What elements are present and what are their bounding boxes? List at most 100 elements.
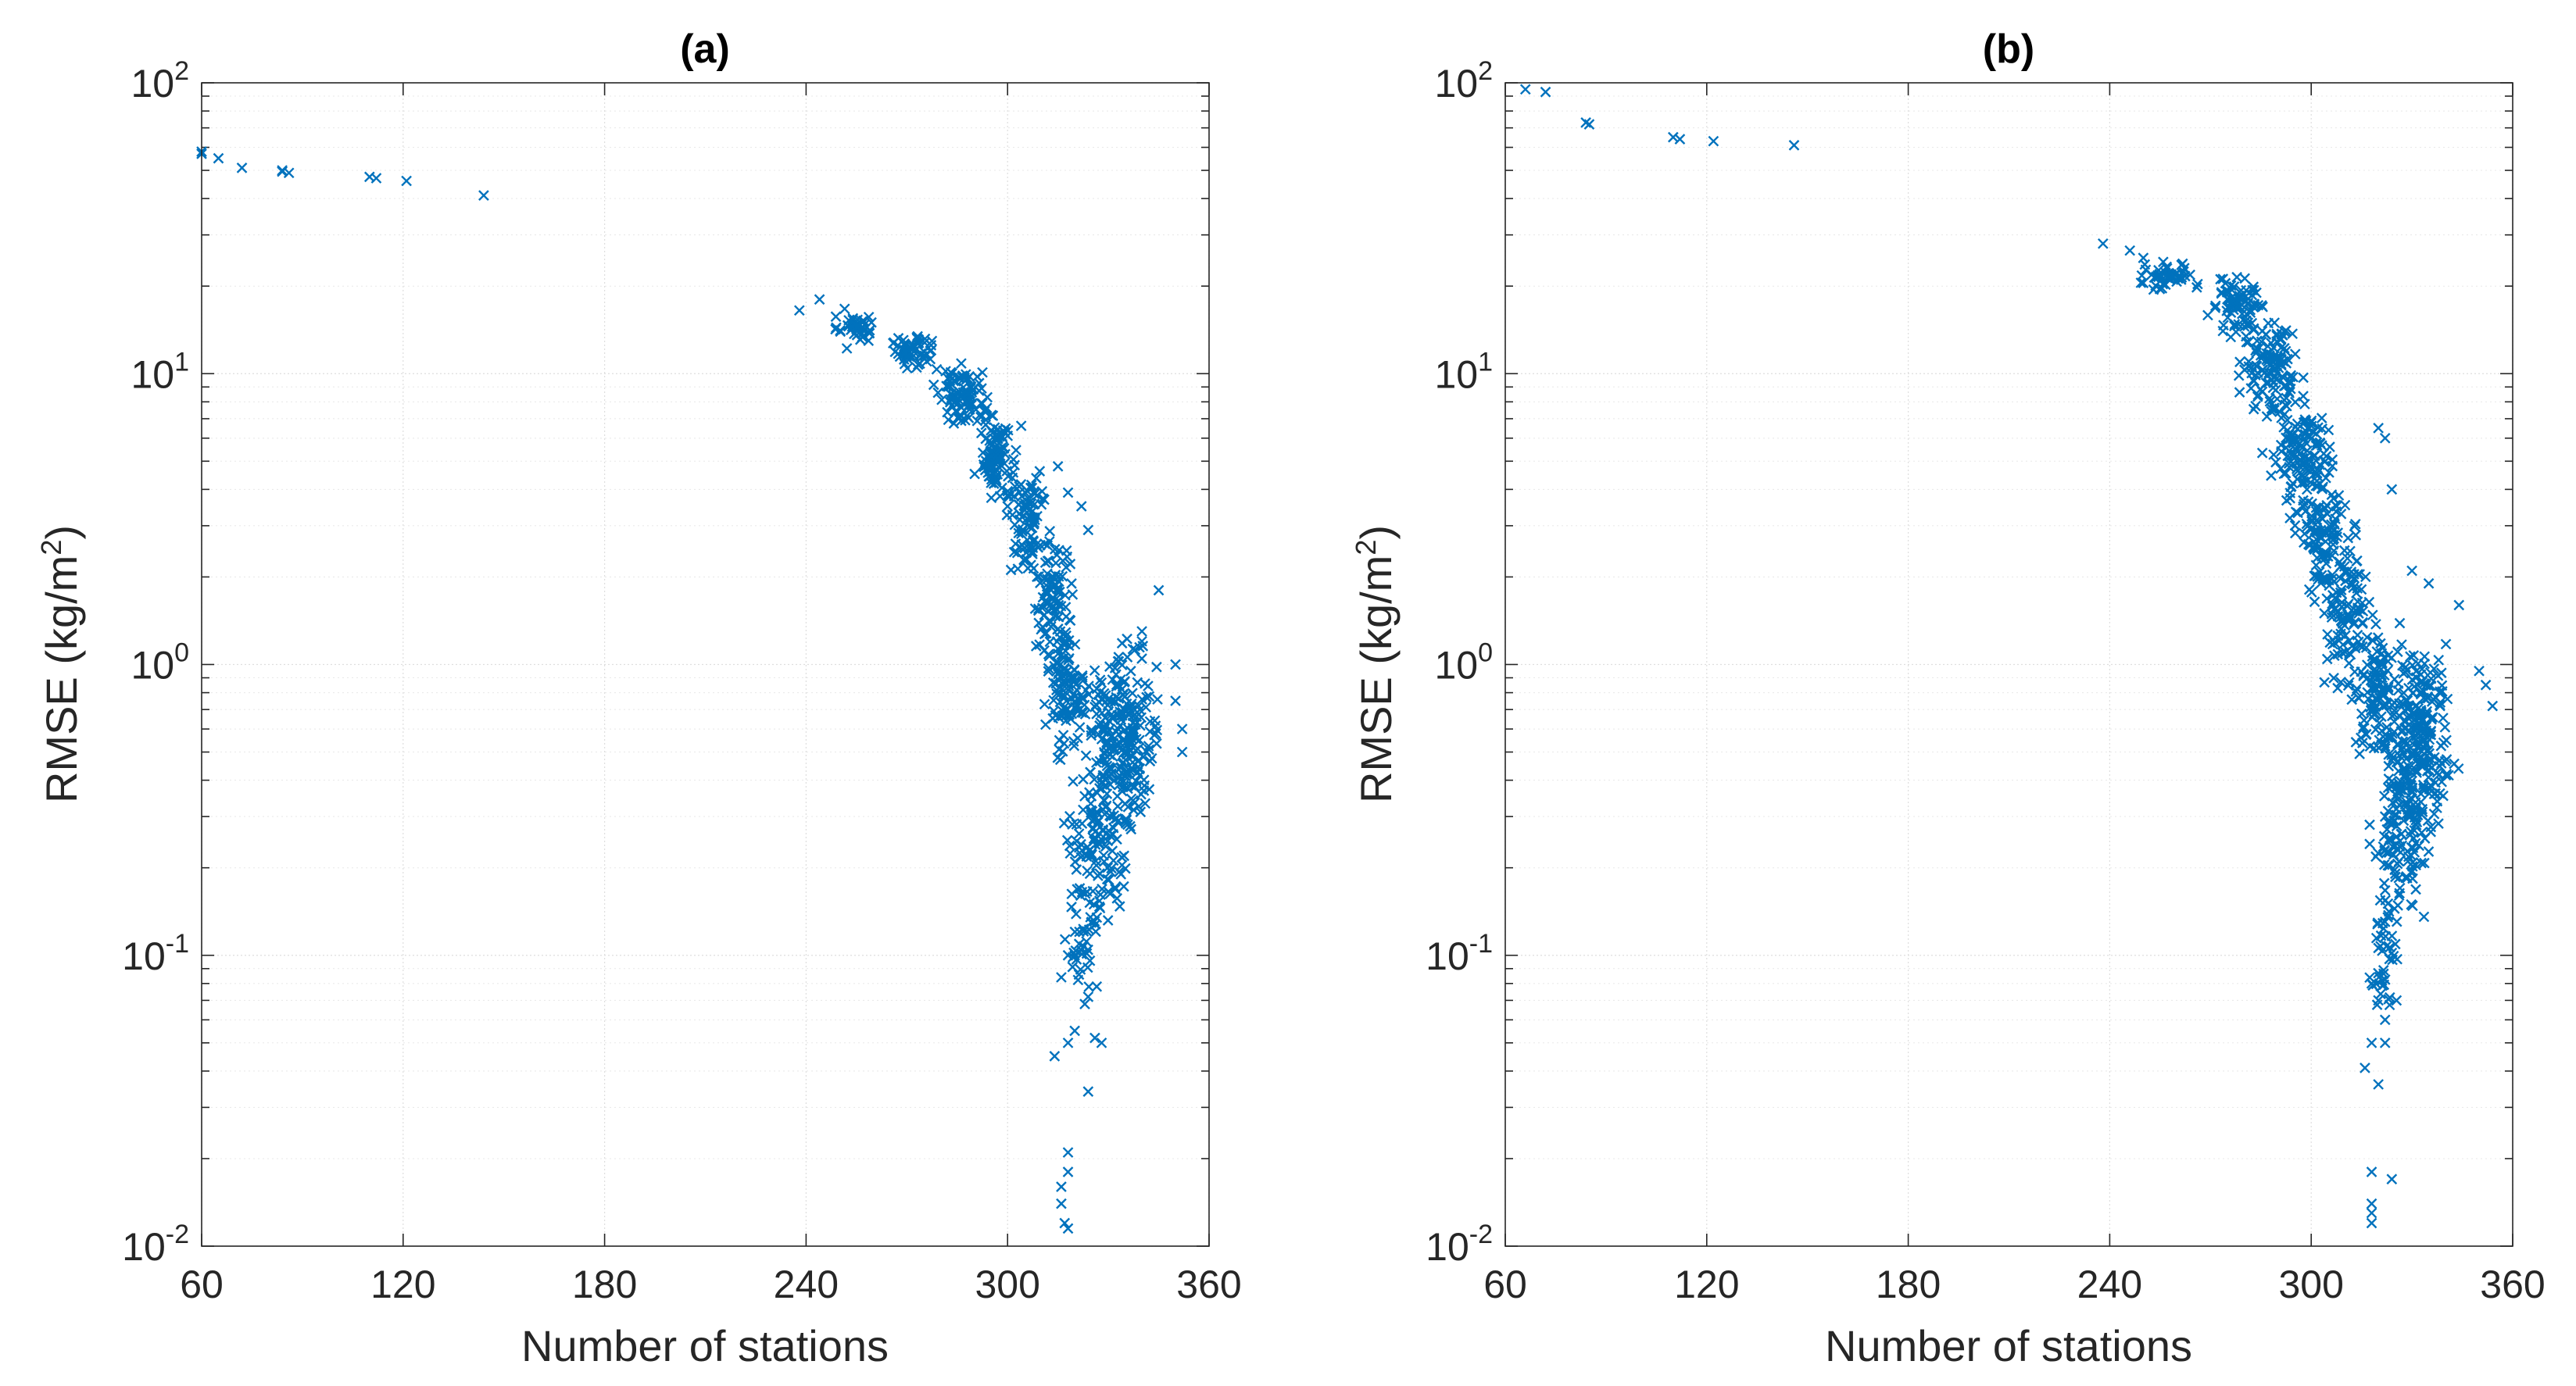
- panel-a-xtick-label: 360: [1176, 1263, 1241, 1306]
- panel-a-data-point: [1152, 694, 1163, 706]
- panel-b-data-point: [2367, 609, 2378, 621]
- panel-a-data-point: [1087, 823, 1098, 835]
- panel-a-data-point: [1027, 535, 1039, 546]
- panel-a-xtick-label: 240: [774, 1263, 839, 1306]
- panel-b-data-point: [2435, 788, 2445, 799]
- panel-a-data-point: [1140, 745, 1152, 757]
- panel-a-xlabel: Number of stations: [521, 1321, 889, 1370]
- panel-b-data-point: [2435, 700, 2445, 712]
- panel-b-data-point: [2375, 930, 2387, 941]
- panel-a-data-point: [1069, 926, 1081, 938]
- panel-a-data-point: [1039, 645, 1050, 656]
- panel-a-data-point: [1032, 571, 1043, 583]
- panel-a-data-point: [921, 348, 932, 360]
- panel-b-data-point: [2406, 785, 2418, 796]
- panel-a-data-point: [831, 322, 842, 334]
- panel-a-data-point: [1127, 688, 1138, 699]
- panel-b-xtick-label: 60: [1483, 1263, 1527, 1306]
- panel-a-data-point: [1098, 856, 1110, 867]
- panel-b-data-point: [2386, 484, 2398, 495]
- panel-a-data-point: [1047, 592, 1058, 604]
- panel-a-data-point: [986, 445, 997, 457]
- panel-b-data-point: [2289, 396, 2301, 408]
- panel-b-data-point: [2426, 713, 2437, 723]
- panel-b-data-point: [2349, 518, 2361, 530]
- panel-b-data-point: [2248, 324, 2259, 336]
- panel-a-data-point: [1031, 473, 1042, 484]
- panel-b-data-point: [2328, 673, 2339, 684]
- panel-a-data-point: [1140, 702, 1152, 713]
- panel-a-data-point: [1143, 680, 1154, 691]
- panel-b-data-point: [2371, 646, 2383, 657]
- panel-a-data-point: [1033, 617, 1045, 629]
- panel-a-data-point: [1093, 839, 1105, 850]
- panel-b-data-point: [2222, 312, 2234, 323]
- panel-b-data-point: [2361, 673, 2372, 684]
- panel-b-data-point: [2392, 684, 2404, 696]
- panel-a-data-point: [1176, 723, 1188, 734]
- panel-b-data-point: [2334, 573, 2346, 584]
- panel-b-data-point: [2408, 650, 2420, 661]
- panel-a-data-point: [1129, 644, 1141, 655]
- panel-b-data-point: [2139, 259, 2151, 270]
- panel-a-data-point: [1076, 672, 1088, 683]
- panel-a-data-point: [952, 413, 964, 423]
- panel-b-data-point: [2282, 353, 2293, 365]
- panel-a-data-point: [1107, 845, 1118, 856]
- panel-a-data-point: [1134, 734, 1145, 746]
- panel-b-data-point: [2381, 699, 2392, 711]
- panel-a-data-point: [1001, 509, 1013, 521]
- panel-a-data-point: [948, 418, 960, 429]
- panel-a-data-point: [1089, 665, 1100, 677]
- panel-b-data-point: [2299, 505, 2311, 517]
- panel-b-data-point: [2316, 413, 2327, 423]
- panel-a-ytick-label: 102: [131, 56, 189, 105]
- panel-a-data-point: [1028, 563, 1039, 574]
- panel-b-data-point: [2383, 909, 2394, 921]
- panel-a-data-point: [1043, 663, 1054, 674]
- panel-a-data-point: [1061, 834, 1073, 846]
- panel-b-data-point: [2363, 596, 2375, 608]
- panel-a-data-point: [1068, 688, 1079, 700]
- panel-b-data-point: [2379, 845, 2391, 856]
- panel-b-xlabel: Number of stations: [1825, 1321, 2192, 1370]
- panel-b-data-point: [2366, 1207, 2377, 1219]
- panel-b-data-point: [1667, 131, 1679, 143]
- panel-b-ytick-label: 10-2: [1426, 1220, 1493, 1269]
- panel-b-data-point: [2404, 812, 2416, 823]
- panel-b-data-point: [2284, 445, 2295, 456]
- panel-a-data-point: [859, 323, 871, 335]
- panel-a-data-point: [887, 338, 899, 349]
- panel-b-data-point: [2278, 342, 2290, 354]
- panel-b-data-point: [2377, 965, 2389, 976]
- panel-a-data-point: [1128, 726, 1139, 738]
- panel-a-data-point: [1060, 590, 1071, 601]
- panel-a-data-point: [1083, 981, 1095, 992]
- panel-a-data-point: [1043, 536, 1055, 547]
- panel-a-data-point: [1078, 926, 1089, 938]
- panel-a-data-point: [283, 167, 295, 179]
- panel-a-data-point: [1102, 915, 1114, 926]
- panel-b-data-point: [2357, 616, 2368, 628]
- panel-a-data-point: [1016, 528, 1027, 540]
- panel-b-data-point: [2406, 866, 2417, 878]
- panel-a-data-point: [277, 165, 288, 176]
- panel-b-data-point: [2281, 414, 2293, 426]
- panel-b-data-point: [2268, 402, 2280, 413]
- panel-b-data-point: [2386, 931, 2398, 941]
- panel-b-data-point: [2289, 527, 2301, 539]
- panel-a-data-point: [1052, 648, 1064, 659]
- panel-a-data-point: [1112, 723, 1124, 734]
- panel-a-data-point: [1118, 850, 1130, 862]
- panel-b-data-point: [2354, 748, 2365, 759]
- panel-b-data-point: [2248, 374, 2259, 386]
- panel-b-data-point: [2370, 978, 2382, 990]
- panel-b-data-point: [2256, 447, 2268, 459]
- panel-a-data-point: [1091, 981, 1103, 992]
- panel-a-data-point: [1030, 641, 1042, 652]
- panel-b-data-point: [2097, 238, 2109, 249]
- panel-a-data-point: [1060, 602, 1072, 613]
- panel-b-data-point: [2361, 631, 2373, 643]
- panel-b-data-point: [2280, 380, 2292, 391]
- panel-b-data-point: [2298, 495, 2309, 506]
